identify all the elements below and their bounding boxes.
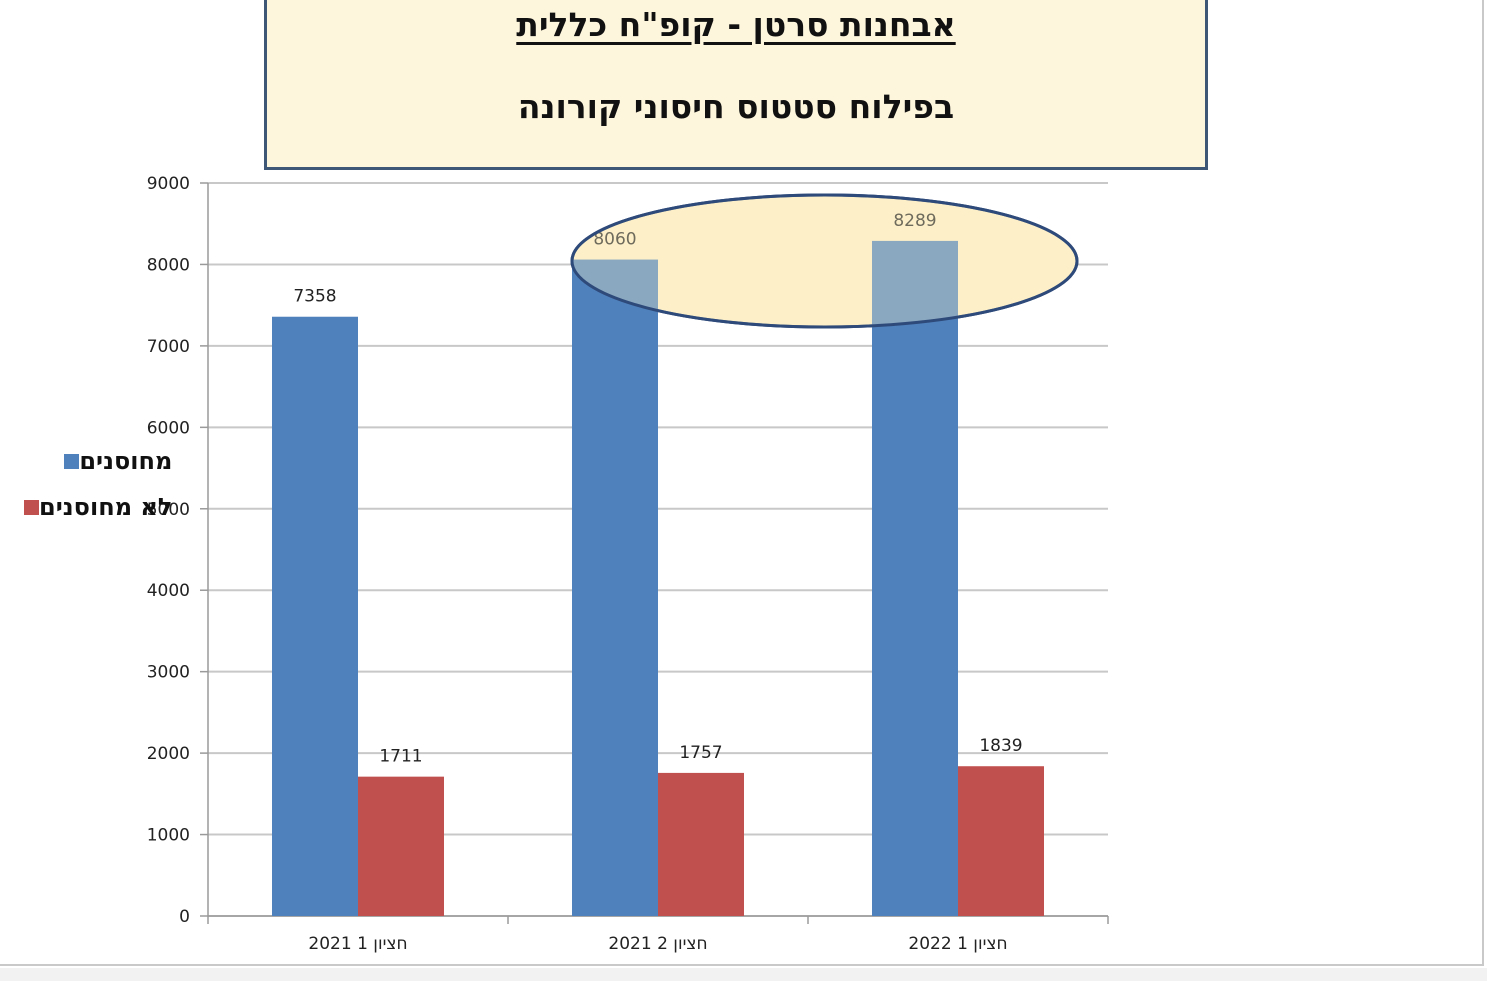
legend-swatch-vaccinated	[64, 453, 80, 469]
y-tick-label: 2000	[147, 744, 190, 764]
bar-unvaccinated	[358, 776, 444, 916]
x-tick-label: חציון 1 2021	[308, 934, 407, 954]
y-tick-label: 6000	[147, 418, 190, 438]
bottom-band	[0, 968, 1487, 981]
highlight-ellipse-overlay	[570, 193, 1079, 329]
data-label: 1757	[679, 743, 722, 763]
data-label: 7358	[293, 287, 336, 307]
y-tick-label: 9000	[147, 174, 190, 194]
chart-subtitle: בפילוח סטטוס חיסוני קורונה	[517, 87, 955, 126]
y-tick-label: 7000	[147, 337, 190, 357]
legend-label-vaccinated: מחוסנים	[79, 447, 173, 475]
legend-item-unvaccinated: לא מחוסנים	[18, 484, 172, 530]
data-label: 8289	[893, 211, 936, 231]
y-tick-label: 3000	[147, 663, 190, 683]
data-label: 1711	[379, 747, 422, 767]
data-label: 8060	[593, 230, 636, 250]
x-tick-label: חציון 1 2022	[908, 934, 1007, 954]
legend-item-vaccinated: מחוסנים	[18, 438, 172, 484]
title-box: אבחנות סרטן - קופ"ח כללית בפילוח סטטוס ח…	[264, 0, 1208, 170]
y-tick-label: 0	[179, 907, 190, 927]
legend-label-unvaccinated: לא מחוסנים	[39, 493, 173, 521]
legend-swatch-unvaccinated	[24, 499, 39, 515]
y-tick-label: 4000	[147, 581, 190, 601]
y-tick-label: 8000	[147, 255, 190, 275]
bar-vaccinated	[872, 240, 958, 917]
bar-vaccinated	[572, 259, 658, 917]
legend: מחוסנים לא מחוסנים	[18, 438, 172, 530]
y-tick-label: 1000	[147, 826, 190, 846]
x-tick-label: חציון 2 2021	[608, 934, 707, 954]
bar-vaccinated	[272, 316, 358, 916]
bar-unvaccinated	[658, 772, 744, 916]
y-tick-label: 5000	[147, 500, 190, 520]
data-label: 1839	[979, 736, 1022, 756]
bar-unvaccinated	[958, 766, 1044, 916]
chart-title: אבחנות סרטן - קופ"ח כללית	[516, 5, 956, 44]
